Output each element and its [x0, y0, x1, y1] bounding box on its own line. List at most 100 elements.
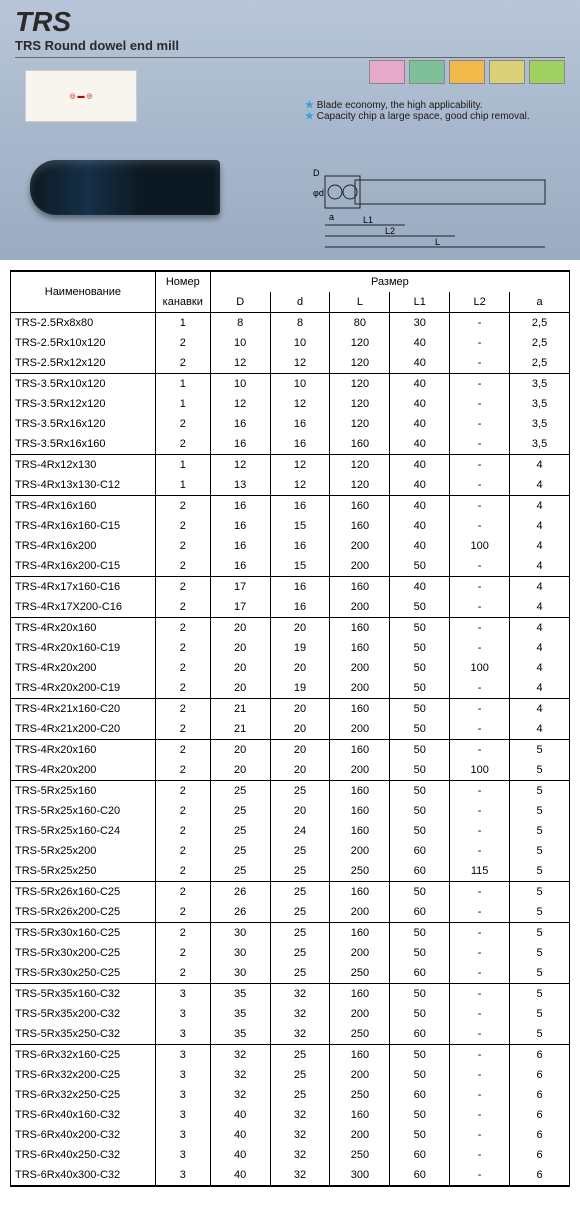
cell-value: -	[450, 434, 510, 455]
cell-value: -	[450, 516, 510, 536]
cell-value: 16	[210, 556, 270, 577]
cell-value: -	[450, 821, 510, 841]
cell-value: 160	[330, 638, 390, 658]
cell-value: 12	[210, 353, 270, 374]
table-row: TRS-6Rx40x250-C323403225060-6	[11, 1145, 570, 1165]
col-D: D	[210, 292, 270, 313]
cell-value: 160	[330, 882, 390, 903]
cell-value: 16	[210, 516, 270, 536]
cell-value: 60	[390, 1085, 450, 1105]
cell-value: 40	[390, 536, 450, 556]
cell-value: 5	[510, 821, 570, 841]
table-row: TRS-6Rx40x160-C323403216050-6	[11, 1105, 570, 1125]
cell-value: 40	[210, 1165, 270, 1186]
cell-value: 50	[390, 882, 450, 903]
table-row: TRS-5Rx30x200-C252302520050-5	[11, 943, 570, 963]
note-1: Blade economy, the high applicability.	[317, 100, 483, 111]
cell-value: 20	[270, 760, 330, 781]
cell-value: 32	[270, 1165, 330, 1186]
cell-value: 4	[510, 536, 570, 556]
cell-value: 160	[330, 1045, 390, 1066]
cell-value: 20	[270, 801, 330, 821]
cell-value: -	[450, 577, 510, 598]
cell-name: TRS-3.5Rx10x120	[11, 374, 156, 395]
cell-value: 20	[210, 658, 270, 678]
cell-value: 10	[210, 374, 270, 395]
cell-value: 5	[510, 943, 570, 963]
col-d: d	[270, 292, 330, 313]
cell-value: 2	[155, 333, 210, 353]
cell-value: -	[450, 963, 510, 984]
cell-value: 2	[155, 923, 210, 944]
cell-value: 12	[210, 394, 270, 414]
svg-text:D: D	[313, 168, 320, 178]
cell-value: 40	[390, 414, 450, 434]
cell-name: TRS-5Rx26x160-C25	[11, 882, 156, 903]
cell-name: TRS-4Rx20x160	[11, 618, 156, 639]
cell-value: 5	[510, 781, 570, 802]
table-row: TRS-4Rx20x20022020200501005	[11, 760, 570, 781]
cell-value: -	[450, 1004, 510, 1024]
cell-value: -	[450, 781, 510, 802]
cell-name: TRS-3.5Rx16x160	[11, 434, 156, 455]
cell-value: 160	[330, 740, 390, 761]
cell-value: 200	[330, 719, 390, 740]
cell-value: 5	[510, 882, 570, 903]
cell-value: 50	[390, 943, 450, 963]
table-row: TRS-5Rx30x160-C252302516050-5	[11, 923, 570, 944]
cell-value: 2	[155, 801, 210, 821]
operation-icon	[409, 60, 445, 84]
cell-value: -	[450, 1165, 510, 1186]
cell-value: 6	[510, 1145, 570, 1165]
cell-name: TRS-5Rx35x200-C32	[11, 1004, 156, 1024]
cell-value: -	[450, 1145, 510, 1165]
cell-value: 25	[270, 861, 330, 882]
table-row: TRS-4Rx17x160-C162171616040-4	[11, 577, 570, 598]
cell-value: 100	[450, 536, 510, 556]
cell-name: TRS-4Rx16x160-C15	[11, 516, 156, 536]
table-row: TRS-3.5Rx12x1201121212040-3,5	[11, 394, 570, 414]
cell-value: 5	[510, 740, 570, 761]
cell-value: 120	[330, 455, 390, 476]
cell-name: TRS-5Rx26x200-C25	[11, 902, 156, 923]
cell-value: 200	[330, 536, 390, 556]
cell-name: TRS-2.5Rx10x120	[11, 333, 156, 353]
cell-value: 30	[210, 943, 270, 963]
cell-value: 15	[270, 556, 330, 577]
cell-value: 20	[270, 740, 330, 761]
cell-value: 2	[155, 638, 210, 658]
cell-value: 160	[330, 821, 390, 841]
cell-value: 32	[270, 1105, 330, 1125]
col-num-1: Номер	[155, 271, 210, 292]
cell-value: 32	[210, 1065, 270, 1085]
cell-value: 25	[270, 1085, 330, 1105]
cell-value: 8	[210, 313, 270, 334]
cell-value: 19	[270, 678, 330, 699]
cell-value: -	[450, 841, 510, 861]
spec-table: Наименование Номер Размер канавки DdLL1L…	[10, 270, 570, 1187]
cell-value: 4	[510, 455, 570, 476]
cell-name: TRS-4Rx16x200	[11, 536, 156, 556]
cell-value: 40	[390, 475, 450, 496]
cell-value: -	[450, 1065, 510, 1085]
cell-value: 160	[330, 984, 390, 1005]
cell-value: 50	[390, 821, 450, 841]
cell-value: 4	[510, 658, 570, 678]
cell-value: 20	[270, 719, 330, 740]
cell-value: 50	[390, 923, 450, 944]
table-row: TRS-4Rx16x1602161616040-4	[11, 496, 570, 517]
cell-value: -	[450, 1105, 510, 1125]
cell-value: 25	[270, 882, 330, 903]
cell-value: 24	[270, 821, 330, 841]
cell-value: 2	[155, 963, 210, 984]
cell-value: -	[450, 1045, 510, 1066]
cell-value: 20	[210, 618, 270, 639]
cell-name: TRS-5Rx30x160-C25	[11, 923, 156, 944]
cell-value: -	[450, 984, 510, 1005]
cell-value: 200	[330, 902, 390, 923]
cell-value: 25	[270, 943, 330, 963]
cell-value: 10	[210, 333, 270, 353]
cell-value: 1	[155, 475, 210, 496]
cell-value: 200	[330, 841, 390, 861]
cell-name: TRS-2.5Rx12x120	[11, 353, 156, 374]
